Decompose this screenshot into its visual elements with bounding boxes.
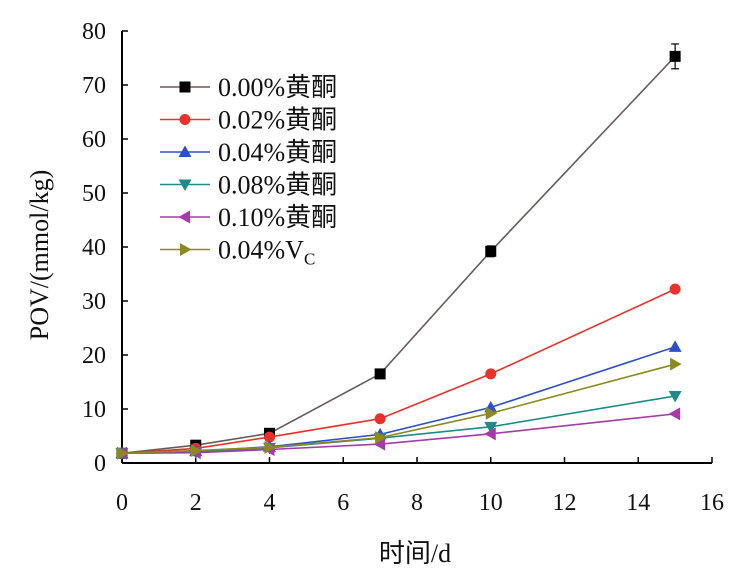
x-tick-label: 6: [337, 490, 349, 516]
data-point: [373, 437, 386, 451]
y-tick-label: 0: [94, 451, 106, 477]
y-tick-label: 40: [82, 235, 106, 261]
legend-marker: [178, 210, 190, 224]
y-axis-title: POV/(mmol/kg): [25, 170, 54, 340]
x-tick-label: 8: [411, 490, 423, 516]
data-point: [485, 406, 498, 420]
legend-marker: [178, 179, 192, 191]
legend-label-text: 0.04%V: [218, 236, 304, 265]
x-tick-label: 2: [190, 490, 202, 516]
legend-label-text: 0.02%黄酮: [218, 106, 337, 135]
y-tick-label: 50: [82, 181, 106, 207]
y-tick-label: 20: [82, 343, 106, 369]
legend-entry: 0.02%黄酮: [160, 106, 337, 135]
legend-entry: 0.04%VC: [160, 236, 315, 269]
data-point: [670, 357, 682, 371]
series-line: [121, 413, 676, 455]
data-point: [374, 368, 386, 380]
series-line: [121, 346, 676, 455]
series-line: [121, 288, 676, 455]
data-point: [264, 431, 275, 443]
legend-label: 0.02%黄酮: [218, 106, 337, 135]
legend-marker: [180, 243, 192, 256]
y-tick-label: 70: [82, 73, 106, 99]
legend-label: 0.04%VC: [218, 236, 315, 269]
data-point: [375, 431, 387, 445]
y-tick-label: 30: [82, 289, 106, 315]
legend-label: 0.10%黄酮: [218, 203, 337, 232]
data-point: [484, 421, 498, 434]
data-point: [264, 440, 276, 454]
axes: [121, 31, 712, 464]
legend-label-subscript: C: [304, 250, 315, 269]
series-1: [116, 283, 681, 459]
plot-area: [115, 43, 682, 460]
x-tick-label: 16: [700, 490, 724, 516]
legend: 0.00%黄酮 0.02%黄酮 0.04%黄酮 0.08%黄酮 0.10%黄酮 0.04%…: [160, 73, 337, 269]
x-tick-label: 12: [553, 490, 577, 516]
x-tick-label: 10: [479, 490, 503, 516]
legend-marker: [178, 145, 192, 157]
legend-entry: 0.04%黄酮: [160, 138, 337, 167]
legend-entry: 0.08%黄酮: [160, 171, 337, 200]
series-line: [121, 395, 676, 455]
ticks: 10 20 30 40 50 60 70 80 00 2 4 6 8 10 12 14 16: [82, 19, 724, 516]
legend-label-text: 0.08%黄酮: [218, 171, 337, 200]
legend-label: 0.08%黄酮: [218, 171, 337, 200]
data-point: [117, 446, 129, 460]
legend-marker: [179, 81, 191, 93]
legend-label-text: 0.10%黄酮: [218, 203, 337, 232]
data-point: [485, 245, 497, 257]
legend-label: 0.04%黄酮: [218, 138, 337, 167]
data-point: [668, 391, 682, 403]
data-point: [485, 368, 497, 380]
data-point: [484, 427, 496, 441]
legend-label: 0.00%黄酮: [218, 73, 337, 102]
x-tick-label: 14: [626, 490, 650, 516]
data-point: [669, 50, 681, 62]
y-tick-label: 60: [82, 127, 106, 153]
data-point: [190, 444, 203, 458]
x-tick-label: 0: [116, 490, 128, 516]
data-point: [668, 340, 682, 352]
series-5: [117, 357, 682, 460]
legend-entry: 0.10%黄酮: [160, 203, 337, 232]
legend-label-text: 0.04%黄酮: [218, 138, 337, 167]
x-tick-label: 4: [264, 490, 276, 516]
legend-label-text: 0.00%黄酮: [218, 73, 337, 102]
data-point: [669, 283, 681, 295]
data-point: [374, 413, 386, 425]
series-line: [121, 363, 676, 455]
y-tick-label: 80: [82, 19, 106, 45]
legend-marker: [179, 114, 191, 125]
y-tick-label: 10: [82, 397, 106, 423]
legend-entry: 0.00%黄酮: [160, 73, 337, 102]
series-0: [116, 43, 681, 459]
series-line: [121, 55, 676, 455]
x-axis-title: 时间/d: [379, 539, 451, 568]
data-point: [668, 407, 681, 421]
